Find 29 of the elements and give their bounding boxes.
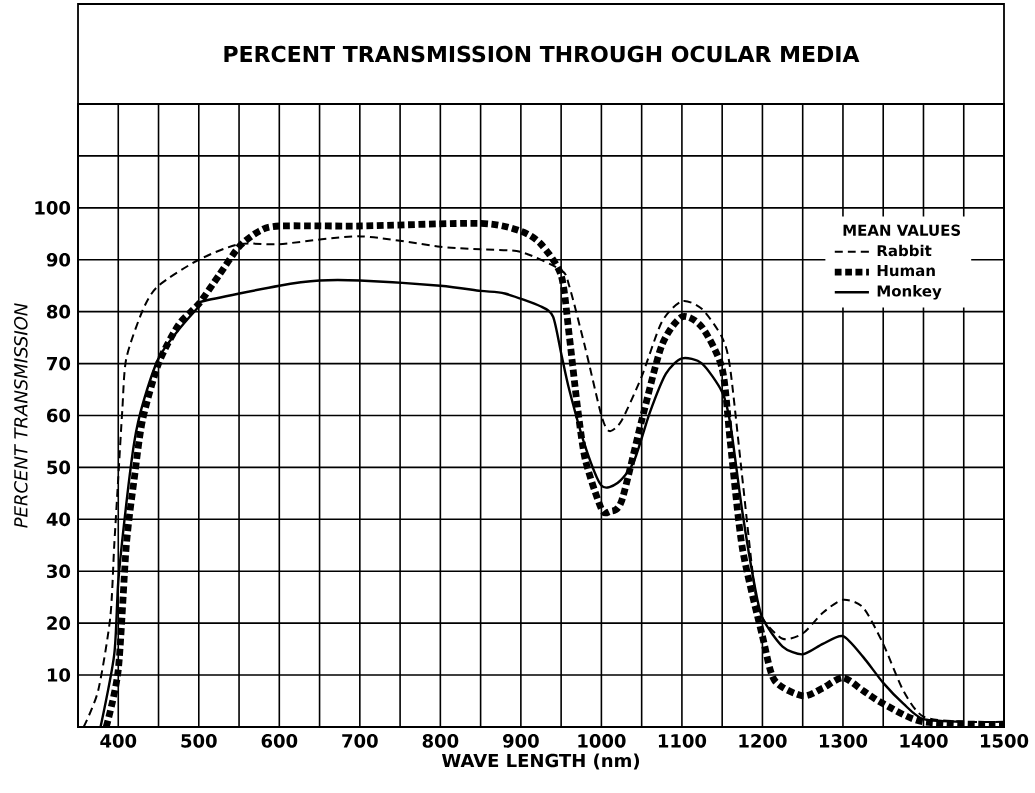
y-tick-label: 90 — [46, 252, 71, 267]
x-tick-label: 700 — [342, 734, 378, 748]
chart-title: PERCENT TRANSMISSION THROUGH OCULAR MEDIA — [224, 45, 860, 63]
legend-label: Human — [877, 265, 935, 277]
y-tick-label: 40 — [46, 512, 71, 527]
x-axis-title: WAVE LENGTH (nm) — [441, 753, 640, 770]
x-tick-label: 1000 — [578, 734, 626, 748]
legend-label: Rabbit — [877, 244, 932, 257]
x-tick-label: 1200 — [739, 734, 787, 748]
x-tick-label: 1500 — [980, 734, 1029, 748]
y-tick-label: 10 — [47, 668, 71, 682]
x-tick-label: 600 — [261, 734, 298, 748]
x-tick-label: 1300 — [819, 734, 868, 748]
x-tick-label: 800 — [422, 734, 459, 748]
y-tick-label: 60 — [47, 408, 71, 423]
y-tick-label: 30 — [47, 564, 71, 579]
y-axis-title: PERCENT TRANSMISSION — [14, 303, 28, 528]
y-tick-label: 100 — [35, 201, 71, 215]
x-tick-label: 900 — [503, 734, 539, 748]
y-tick-label: 80 — [46, 304, 71, 319]
y-tick-label: 50 — [47, 460, 71, 475]
legend-label: Monkey — [877, 285, 942, 300]
y-tick-label: 70 — [47, 356, 71, 371]
x-tick-label: 1400 — [900, 734, 948, 748]
legend-title: MEAN VALUES — [843, 224, 961, 236]
x-tick-label: 500 — [181, 734, 217, 748]
x-tick-label: 1100 — [658, 734, 707, 748]
x-tick-label: 400 — [100, 734, 137, 748]
y-tick-label: 20 — [47, 616, 71, 630]
